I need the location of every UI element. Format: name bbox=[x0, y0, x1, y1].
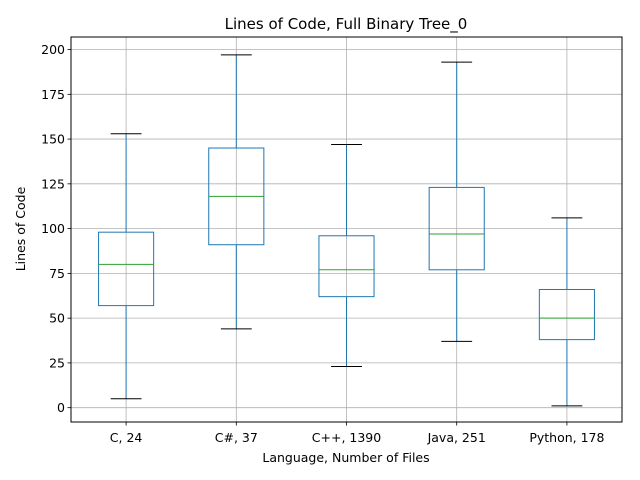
y-tick-label: 125 bbox=[41, 176, 65, 191]
boxes bbox=[98, 54, 595, 407]
y-tick-label: 50 bbox=[49, 311, 65, 326]
box-group bbox=[98, 133, 155, 400]
y-tick-label: 200 bbox=[41, 42, 65, 57]
x-axis-label: Language, Number of Files bbox=[262, 450, 429, 465]
iqr-box bbox=[428, 186, 485, 271]
iqr-box bbox=[538, 288, 595, 341]
x-tick-label: Python, 178 bbox=[529, 430, 604, 445]
iqr-box bbox=[98, 231, 155, 307]
box-group bbox=[538, 217, 595, 407]
iqr-box bbox=[318, 235, 375, 298]
x-tick-label: C++, 1390 bbox=[312, 430, 381, 445]
y-tick-label: 75 bbox=[49, 266, 65, 281]
y-axis-label: Lines of Code bbox=[13, 186, 28, 271]
ticks: 0 25 50 75 100 125 150 175 200 C, 24 C#, 37 C++, 13… bbox=[41, 42, 604, 445]
x-tick-label: C, 24 bbox=[110, 430, 143, 445]
y-tick-label: 100 bbox=[41, 221, 65, 236]
x-tick-label: C#, 37 bbox=[215, 430, 258, 445]
y-tick-label: 175 bbox=[41, 87, 65, 102]
box-group bbox=[318, 143, 375, 367]
y-tick-label: 25 bbox=[49, 355, 65, 370]
y-tick-label: 0 bbox=[57, 400, 65, 415]
box-group bbox=[428, 61, 485, 342]
y-tick-label: 150 bbox=[41, 132, 65, 147]
chart-title: Lines of Code, Full Binary Tree_0 bbox=[225, 15, 468, 34]
x-tick-label: Java, 251 bbox=[427, 430, 486, 445]
box-group bbox=[208, 54, 265, 330]
